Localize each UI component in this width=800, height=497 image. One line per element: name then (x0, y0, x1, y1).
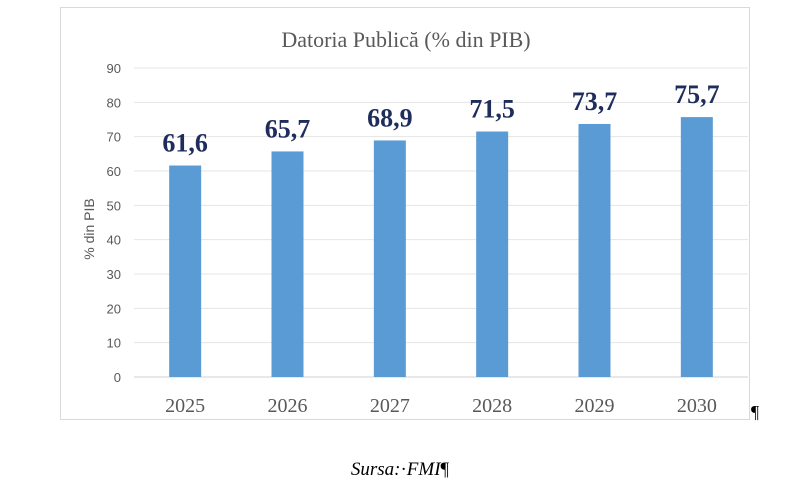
y-tick-label: 50 (107, 198, 121, 213)
source-prefix: Sursa: (350, 459, 401, 480)
bar (476, 131, 509, 377)
gridlines (134, 67, 748, 378)
y-tick-label: 0 (114, 370, 121, 385)
data-label: 73,7 (572, 87, 618, 116)
y-tick-label: 20 (107, 301, 121, 316)
x-tick-label: 2026 (268, 395, 308, 417)
y-tick-label: 30 (107, 267, 121, 282)
space-marker: · (400, 459, 407, 480)
bar (578, 123, 611, 377)
bar (680, 117, 713, 377)
x-tick-label: 2027 (370, 395, 410, 417)
y-tick-label: 70 (107, 130, 121, 145)
data-labels: 61,6 65,7 68,9 71,5 73,7 75,7 (162, 80, 719, 157)
x-tick-label: 2028 (472, 395, 512, 417)
data-label: 68,9 (367, 103, 413, 132)
bars (169, 117, 713, 377)
y-axis-label: % din PIB (81, 198, 97, 259)
y-axis-ticks: 0 10 20 30 40 50 60 70 80 90 (107, 61, 121, 385)
bar (169, 165, 202, 377)
chart-title: Datoria Publică (% din PIB) (281, 27, 530, 52)
source-pilcrow: ¶ (440, 459, 450, 480)
pilcrow-after-chart: ¶ (751, 402, 760, 422)
data-label: 61,6 (162, 129, 208, 158)
bar-chart: Datoria Publică (% din PIB) % din PIB 0 1… (81, 27, 748, 417)
y-tick-label: 80 (107, 95, 121, 110)
source-caption: Sursa:·FMI¶ (0, 459, 800, 481)
data-label: 65,7 (265, 114, 311, 143)
data-label: 71,5 (469, 95, 514, 124)
x-tick-label: 2029 (575, 395, 615, 417)
source-name: FMI (406, 459, 441, 480)
y-tick-label: 90 (107, 61, 121, 76)
y-tick-label: 10 (107, 336, 121, 351)
x-tick-label: 2025 (165, 395, 205, 417)
x-tick-label: 2030 (677, 395, 717, 417)
y-tick-label: 60 (107, 164, 121, 179)
bar (271, 151, 304, 377)
x-axis-ticks: 2025 2026 2027 2028 2029 2030 (165, 395, 717, 417)
data-label: 75,7 (674, 80, 720, 109)
y-tick-label: 40 (107, 233, 121, 248)
chart-frame: Datoria Publică (% din PIB) % din PIB 0 1… (60, 7, 750, 420)
bar (373, 140, 406, 377)
